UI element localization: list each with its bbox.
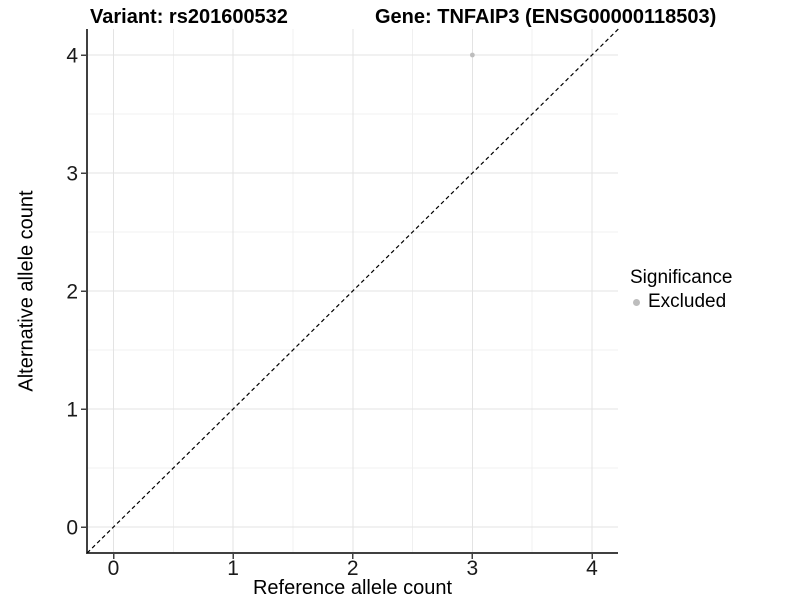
y-tick-label: 2	[66, 281, 78, 304]
legend: Significance Excluded	[628, 266, 732, 312]
legend-key	[628, 294, 645, 311]
x-tick-label: 3	[467, 557, 479, 580]
data-point	[469, 52, 475, 58]
y-tick-label: 0	[66, 517, 78, 540]
excluded-point-icon	[633, 298, 640, 306]
y-tick-label: 1	[66, 399, 78, 422]
x-tick-label: 0	[108, 557, 120, 580]
identity-line	[86, 28, 619, 554]
x-tick-label: 4	[586, 557, 598, 580]
y-axis-label: Alternative allele count	[15, 190, 38, 392]
y-tick-label: 3	[66, 163, 78, 186]
x-tick-label: 2	[347, 557, 359, 580]
x-axis-label: Reference allele count	[252, 577, 452, 599]
y-tick-label: 4	[66, 45, 78, 68]
plot-title-variant: Variant: rs201600532	[90, 6, 288, 28]
legend-item-label: Excluded	[648, 291, 727, 312]
legend-title: Significance	[630, 267, 733, 288]
x-tick-label: 1	[227, 557, 239, 580]
plot-title-gene: Gene: TNFAIP3 (ENSG00000118503)	[375, 6, 717, 28]
legend-item-excluded: Excluded	[628, 291, 732, 312]
